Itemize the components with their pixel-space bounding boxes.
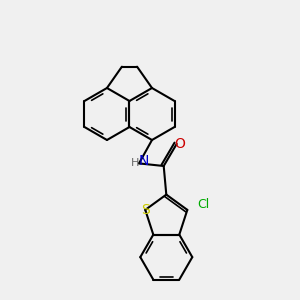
Text: S: S xyxy=(141,203,150,217)
Text: Cl: Cl xyxy=(197,198,209,211)
Text: O: O xyxy=(174,137,185,151)
Text: N: N xyxy=(139,154,149,168)
Text: H: H xyxy=(131,158,139,168)
